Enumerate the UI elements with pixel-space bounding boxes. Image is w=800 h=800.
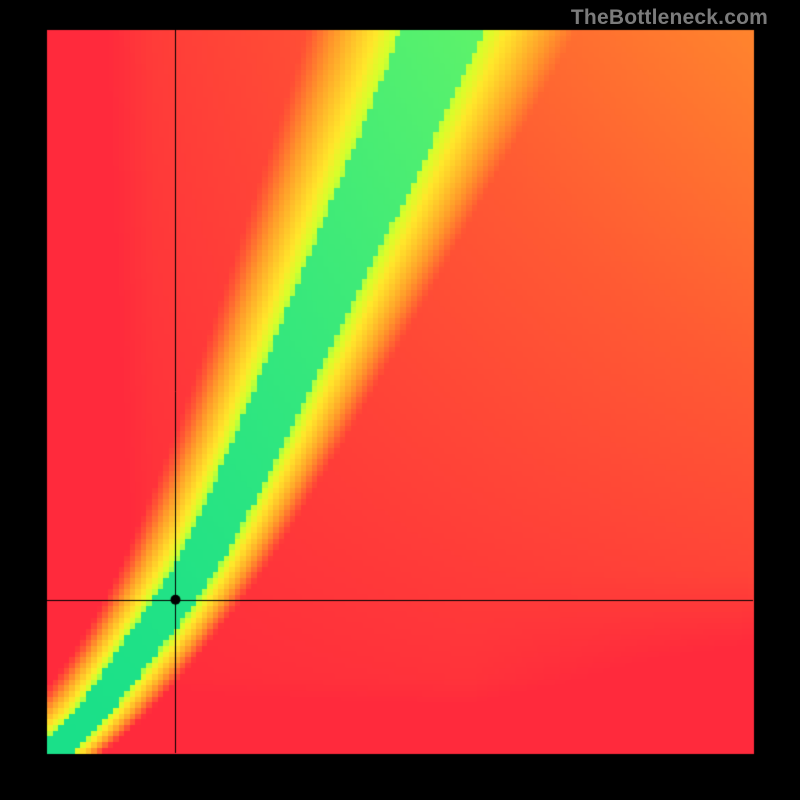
heatmap-canvas: [0, 0, 800, 800]
watermark-text: TheBottleneck.com: [571, 6, 768, 30]
chart-container: TheBottleneck.com: [0, 0, 800, 800]
